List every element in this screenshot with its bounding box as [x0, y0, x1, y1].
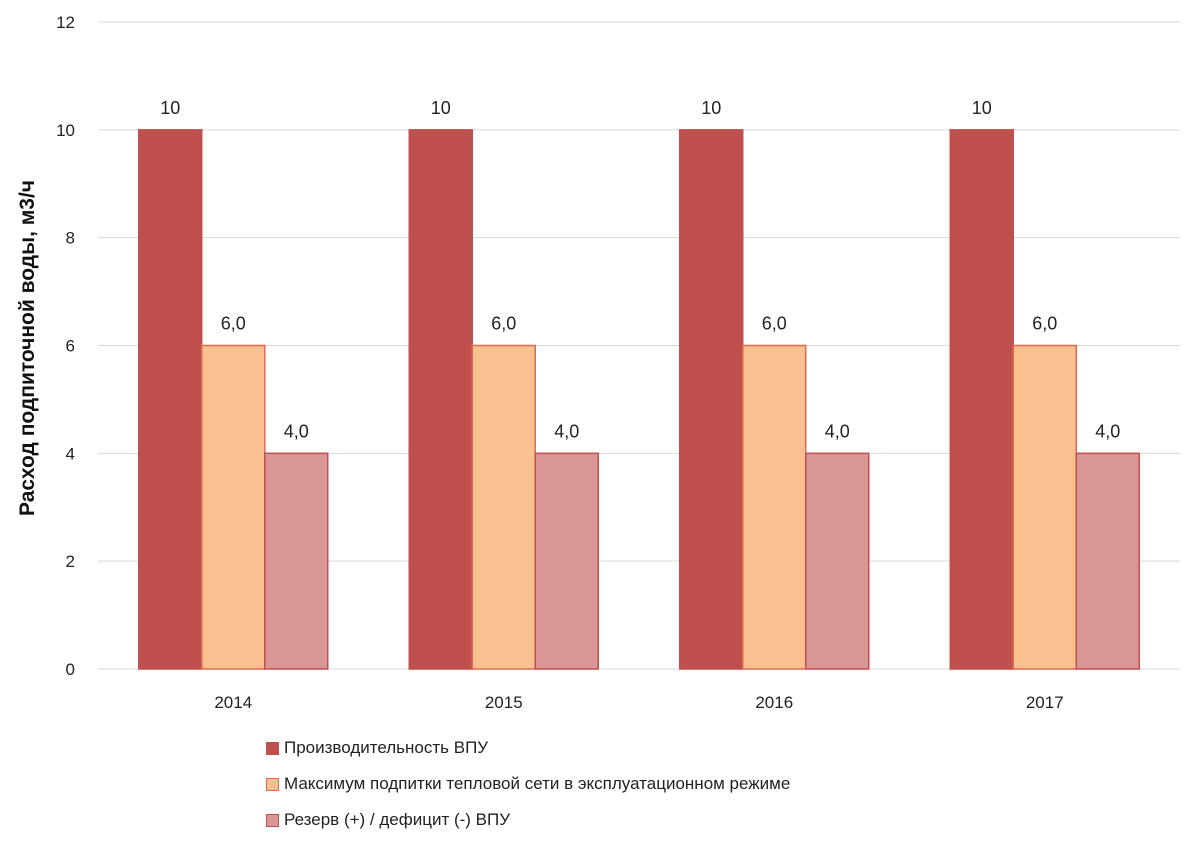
bar: [949, 129, 1014, 670]
data-label: 4,0: [554, 421, 579, 441]
y-tick-label: 0: [66, 660, 75, 679]
data-label: 10: [701, 98, 721, 118]
data-label: 6,0: [762, 314, 787, 334]
legend-swatch: [266, 813, 279, 827]
data-label: 6,0: [491, 314, 516, 334]
bar: [138, 129, 203, 670]
bar: [742, 344, 807, 670]
y-tick-label: 4: [66, 444, 75, 463]
y-axis-ticks: 0 2 4 6 8 10 12: [56, 13, 75, 679]
legend-item: Производительность ВПУ: [266, 738, 790, 758]
bar: [1012, 344, 1077, 670]
legend-item: Максимум подпитки тепловой сети в эксплу…: [266, 774, 790, 794]
x-tick-label: 2015: [485, 693, 523, 712]
bar: [264, 452, 329, 670]
y-tick-label: 10: [56, 121, 75, 140]
data-label: 6,0: [1032, 314, 1057, 334]
legend-swatch: [266, 741, 279, 755]
y-axis-label: Расход подпиточной воды, м3/ч: [16, 180, 39, 516]
data-label: 4,0: [1095, 421, 1120, 441]
data-label: 10: [160, 98, 180, 118]
bar: [1075, 452, 1140, 670]
bar: [408, 129, 473, 670]
bar: [534, 452, 599, 670]
data-label: 6,0: [221, 314, 246, 334]
y-tick-label: 8: [66, 229, 75, 248]
legend-swatch: [266, 777, 279, 791]
data-labels: 10 6,0 4,0 10 6,0 4,0 10 6,0 4,0 10 6,0 4,0: [160, 98, 1120, 442]
bar: [679, 129, 744, 670]
data-label: 4,0: [825, 421, 850, 441]
bar: [471, 344, 536, 670]
data-label: 10: [972, 98, 992, 118]
y-tick-label: 6: [66, 337, 75, 356]
y-tick-label: 2: [66, 552, 75, 571]
bar: [805, 452, 870, 670]
bar: [201, 344, 266, 670]
data-label: 4,0: [284, 421, 309, 441]
x-tick-label: 2014: [214, 693, 252, 712]
y-tick-label: 12: [56, 13, 75, 32]
x-tick-label: 2017: [1026, 693, 1064, 712]
legend-label: Максимум подпитки тепловой сети в эксплу…: [284, 774, 791, 793]
x-axis-ticks: 2014 2015 2016 2017: [214, 693, 1063, 712]
legend-label: Резерв (+) / дефицит (-) ВПУ: [284, 810, 511, 829]
data-label: 10: [431, 98, 451, 118]
x-tick-label: 2016: [755, 693, 793, 712]
legend-label: Производительность ВПУ: [284, 738, 489, 757]
bars: [138, 129, 1140, 670]
legend-item: Резерв (+) / дефицит (-) ВПУ: [266, 810, 790, 830]
legend: Производительность ВПУ Максимум подпитки …: [266, 738, 790, 846]
